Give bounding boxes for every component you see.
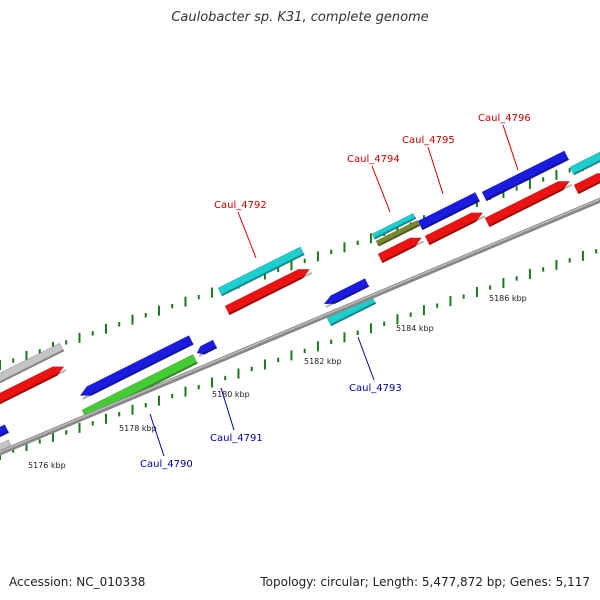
backbone-line bbox=[0, 197, 600, 456]
gene-label-top-leader bbox=[427, 146, 444, 195]
gene-red-4795-shade bbox=[429, 215, 486, 245]
gene-red-4796 bbox=[484, 181, 571, 228]
gene-label-bottom-leader bbox=[149, 413, 165, 457]
gene-features bbox=[0, 150, 600, 455]
gene-4791-blue-shade bbox=[198, 346, 218, 357]
gene-label-bottom-leader bbox=[220, 387, 235, 431]
gene-red-4794b bbox=[377, 237, 422, 264]
kbp-label: 5178 kbp bbox=[119, 424, 157, 433]
gene-blue-edge bbox=[0, 424, 10, 438]
gene-4791-blue bbox=[196, 339, 218, 355]
kbp-label: 5182 kbp bbox=[304, 357, 342, 366]
gene-4792-red-shade bbox=[229, 271, 313, 315]
gene-4793-cyan-shade bbox=[330, 301, 377, 326]
gene-label-top: Caul_4794 bbox=[347, 154, 400, 165]
kbp-label: 5186 kbp bbox=[489, 294, 527, 303]
gene-label-bottom: Caul_4791 bbox=[210, 433, 263, 444]
gene-4790-blue-shade bbox=[82, 342, 194, 400]
gene-red-right bbox=[573, 173, 600, 195]
gene-label-bottom-leader bbox=[357, 336, 375, 381]
genome-backbone bbox=[0, 197, 600, 456]
gene-cyan-right-shade bbox=[573, 159, 600, 175]
gene-4792-red bbox=[224, 269, 311, 316]
gene-red-left-shade bbox=[0, 369, 67, 405]
gene-cyan-right bbox=[569, 151, 600, 176]
gene-4796-blue-shade bbox=[486, 157, 570, 201]
kbp-label: 5184 kbp bbox=[396, 324, 434, 333]
gene-label-top: Caul_4796 bbox=[478, 113, 531, 124]
gene-4793-blue bbox=[323, 278, 370, 305]
gene-label-top-leader bbox=[237, 211, 257, 259]
map-title: Caulobacter sp. K31, complete genome bbox=[171, 10, 429, 25]
backbone-highlight bbox=[0, 198, 600, 453]
gene-label-bottom: Caul_4793 bbox=[349, 383, 402, 394]
gene-label-top: Caul_4792 bbox=[214, 200, 267, 211]
gene-4793-blue-shade bbox=[325, 284, 370, 308]
gene-label-bottom: Caul_4790 bbox=[140, 459, 193, 470]
gene-label-top-leader bbox=[371, 165, 391, 213]
gene-4794-olive-shade bbox=[378, 223, 421, 247]
gene-red-4794b-shade bbox=[382, 240, 425, 263]
gene-4796-blue bbox=[481, 150, 570, 202]
gene-red-4796-shade bbox=[489, 183, 573, 227]
gene-red-4795 bbox=[424, 212, 484, 246]
labels: 5176 kbp 5178 kbp 5180 kbp 5182 kbp 5184 kbp… bbox=[28, 113, 531, 470]
gene-4794-olive bbox=[375, 220, 421, 247]
gene-4795-blue bbox=[417, 191, 481, 231]
gene-4792-cyan-shade bbox=[221, 253, 305, 296]
gene-4794-cyan-shade bbox=[374, 216, 417, 240]
gene-red-right-shade bbox=[578, 181, 600, 194]
gene-red-left bbox=[0, 366, 65, 405]
gene-4790-blue bbox=[79, 335, 194, 396]
gene-blue-edge-shade bbox=[0, 430, 10, 438]
gene-4795-blue-shade bbox=[422, 199, 481, 230]
gene-grey-shade bbox=[0, 349, 65, 384]
kbp-label: 5176 kbp bbox=[28, 461, 66, 470]
gene-label-top-leader bbox=[502, 124, 519, 171]
genome-summary-text: Topology: circular; Length: 5,477,872 bp… bbox=[260, 575, 590, 589]
gene-4794-cyan bbox=[371, 213, 417, 240]
kbp-label: 5180 kbp bbox=[212, 390, 250, 399]
gene-4792-cyan bbox=[217, 246, 305, 297]
accession-text: Accession: NC_010338 bbox=[9, 575, 146, 589]
gene-label-top: Caul_4795 bbox=[402, 135, 455, 146]
gene-grey bbox=[0, 342, 65, 384]
